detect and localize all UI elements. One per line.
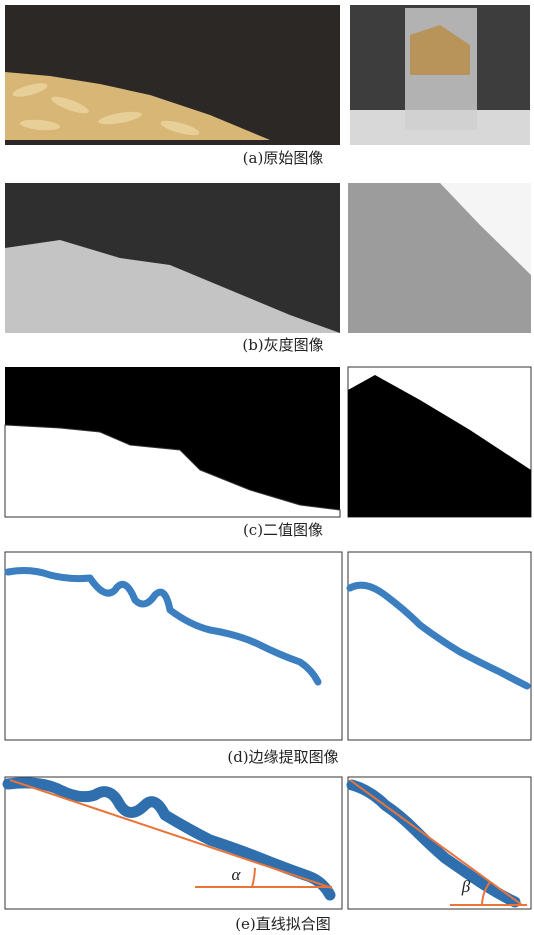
angle-label: α — [232, 865, 242, 884]
figure: (a)原始图像 (b)灰度图像 (c)二值图像 (d)边缘提取图像 α β (e… — [0, 0, 534, 935]
caption: (d)边缘提取图像 — [227, 748, 338, 766]
fit-image-left — [5, 777, 342, 909]
caption: (a)原始图像 — [243, 149, 324, 167]
edge-image-left — [5, 552, 342, 740]
caption: (e)直线拟合图 — [235, 915, 331, 933]
caption: (c)二值图像 — [243, 521, 323, 539]
edge-image-right — [348, 552, 531, 740]
caption: (b)灰度图像 — [242, 336, 323, 354]
angle-label: β — [461, 877, 471, 896]
